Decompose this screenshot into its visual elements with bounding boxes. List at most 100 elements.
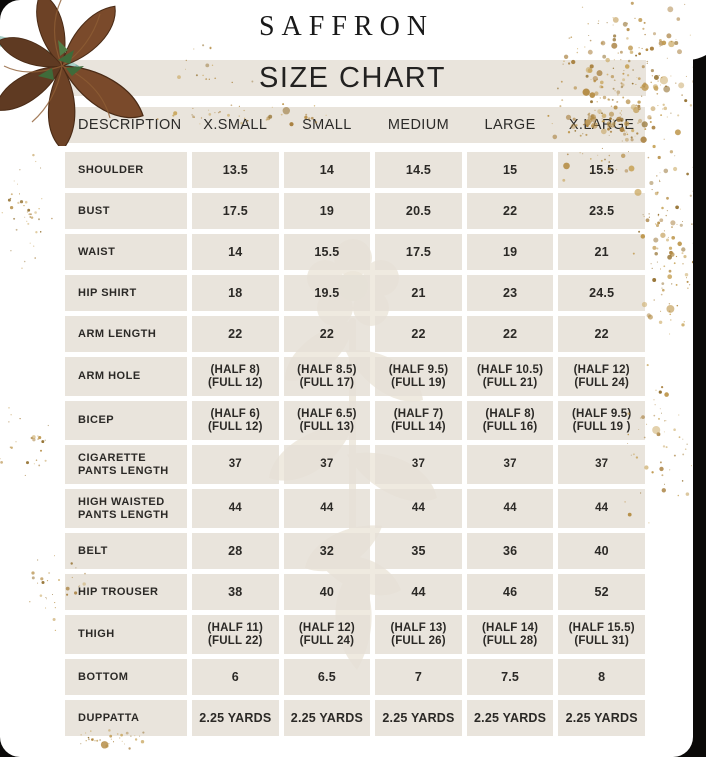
row-value: 22 <box>283 316 371 352</box>
row-label: HIP SHIRT <box>65 275 187 311</box>
row-label: BELT <box>65 533 187 569</box>
brand-title: SAFFRON <box>258 11 435 42</box>
flower-illustration-icon <box>0 0 148 146</box>
table-row: CIGARETTE PANTS LENGTH 37 37 37 37 37 <box>65 445 645 484</box>
row-value: 44 <box>375 574 462 610</box>
row-label: HIGH WAISTED PANTS LENGTH <box>65 489 187 528</box>
row-value: 44 <box>466 489 554 528</box>
row-value: (HALF 10.5) (FULL 21) <box>466 357 554 396</box>
row-value: 7.5 <box>466 659 554 695</box>
table-row: BUST 17.5 19 20.5 22 23.5 <box>65 193 645 229</box>
row-value: 2.25 YARDS <box>375 700 462 736</box>
table-row: WAIST 14 15.5 17.5 19 21 <box>65 234 645 270</box>
row-value: 8 <box>558 659 645 695</box>
row-value: 7 <box>375 659 462 695</box>
row-value: 24.5 <box>558 275 645 311</box>
row-value: 46 <box>466 574 554 610</box>
row-value: (HALF 8.5) (FULL 17) <box>283 357 371 396</box>
row-value: 52 <box>558 574 645 610</box>
row-value: 23.5 <box>558 193 645 229</box>
header-cell-medium: MEDIUM <box>387 117 450 133</box>
row-label: WAIST <box>65 234 187 270</box>
header-cell-x-small: X.SMALL <box>203 117 268 133</box>
row-value: 44 <box>192 489 279 528</box>
header-cell-large: LARGE <box>484 117 536 133</box>
row-value: 6.5 <box>283 659 371 695</box>
row-value: 22 <box>466 193 554 229</box>
row-label: BUST <box>65 193 187 229</box>
size-chart-title-bar: SIZE CHART <box>59 60 646 96</box>
row-value: (HALF 13) (FULL 26) <box>375 615 462 654</box>
table-header-row: DESCRIPTION X.SMALL SMALL MEDIUM LARGE X.LARG… <box>65 107 645 143</box>
row-value: 19.5 <box>283 275 371 311</box>
row-value: 22 <box>558 316 645 352</box>
row-value: 23 <box>466 275 554 311</box>
row-value: (HALF 15.5) (FULL 31) <box>558 615 645 654</box>
row-value: 38 <box>192 574 279 610</box>
row-value: 15.5 <box>558 152 645 188</box>
table-row: BICEP (HALF 6) (FULL 12) (HALF 6.5) (FULL … <box>65 401 645 440</box>
row-value: 37 <box>375 445 462 484</box>
table-row: ARM HOLE (HALF 8) (FULL 12) (HALF 8.5) (FU… <box>65 357 645 396</box>
row-label: DUPPATTA <box>65 700 187 736</box>
table-row: DUPPATTA 2.25 YARDS 2.25 YARDS 2.25 YARDS 2.… <box>65 700 645 736</box>
row-label: CIGARETTE PANTS LENGTH <box>65 445 187 484</box>
row-value: (HALF 6.5) (FULL 13) <box>283 401 371 440</box>
row-value: 21 <box>558 234 645 270</box>
row-value: 35 <box>375 533 462 569</box>
row-label: SHOULDER <box>65 152 187 188</box>
row-label: ARM HOLE <box>65 357 187 396</box>
row-value: 19 <box>466 234 554 270</box>
row-value: 37 <box>558 445 645 484</box>
row-value: 37 <box>192 445 279 484</box>
row-label: HIP TROUSER <box>65 574 187 610</box>
size-chart-title: SIZE CHART <box>259 61 446 94</box>
row-value: 37 <box>283 445 371 484</box>
row-value: (HALF 7) (FULL 14) <box>375 401 462 440</box>
table-row: BOTTOM 6 6.5 7 7.5 8 <box>65 659 645 695</box>
row-value: (HALF 9.5) (FULL 19 ) <box>558 401 645 440</box>
row-value: 13.5 <box>192 152 279 188</box>
row-value: 2.25 YARDS <box>558 700 645 736</box>
header-cell-small: SMALL <box>302 117 352 133</box>
table-row: HIP SHIRT 18 19.5 21 23 24.5 <box>65 275 645 311</box>
row-value: (HALF 8) (FULL 16) <box>466 401 554 440</box>
row-value: 21 <box>375 275 462 311</box>
table-row: BELT 28 32 35 36 40 <box>65 533 645 569</box>
row-value: 36 <box>466 533 554 569</box>
row-label: BOTTOM <box>65 659 187 695</box>
row-value: 15 <box>466 152 554 188</box>
row-value: 14 <box>192 234 279 270</box>
table-row: THIGH (HALF 11) (FULL 22) (HALF 12) (FULL … <box>65 615 645 654</box>
row-value: 22 <box>375 316 462 352</box>
row-value: 22 <box>192 316 279 352</box>
row-value: 6 <box>192 659 279 695</box>
row-value: (HALF 12) (FULL 24) <box>558 357 645 396</box>
row-value: 44 <box>558 489 645 528</box>
header-cell-x-large: X.LARGE <box>568 117 635 133</box>
row-value: 2.25 YARDS <box>283 700 371 736</box>
row-value: (HALF 9.5) (FULL 19) <box>375 357 462 396</box>
size-table-body: SHOULDER 13.5 14 14.5 15 15.5 BUST 17.5 19 20.5 22… <box>65 152 645 736</box>
table-row: ARM LENGTH 22 22 22 22 22 <box>65 316 645 352</box>
row-value: 44 <box>283 489 371 528</box>
row-value: 18 <box>192 275 279 311</box>
row-value: (HALF 14) (FULL 28) <box>466 615 554 654</box>
row-value: 15.5 <box>283 234 371 270</box>
row-value: 40 <box>283 574 371 610</box>
row-value: 32 <box>283 533 371 569</box>
row-label: THIGH <box>65 615 187 654</box>
row-value: 20.5 <box>375 193 462 229</box>
row-label: BICEP <box>65 401 187 440</box>
row-value: 14.5 <box>375 152 462 188</box>
header-cell-description: DESCRIPTION <box>78 117 182 133</box>
row-value: 19 <box>283 193 371 229</box>
row-value: 17.5 <box>375 234 462 270</box>
row-value: 40 <box>558 533 645 569</box>
row-value: 44 <box>375 489 462 528</box>
row-value: (HALF 8) (FULL 12) <box>192 357 279 396</box>
row-value: 37 <box>466 445 554 484</box>
table-row: HIP TROUSER 38 40 44 46 52 <box>65 574 645 610</box>
